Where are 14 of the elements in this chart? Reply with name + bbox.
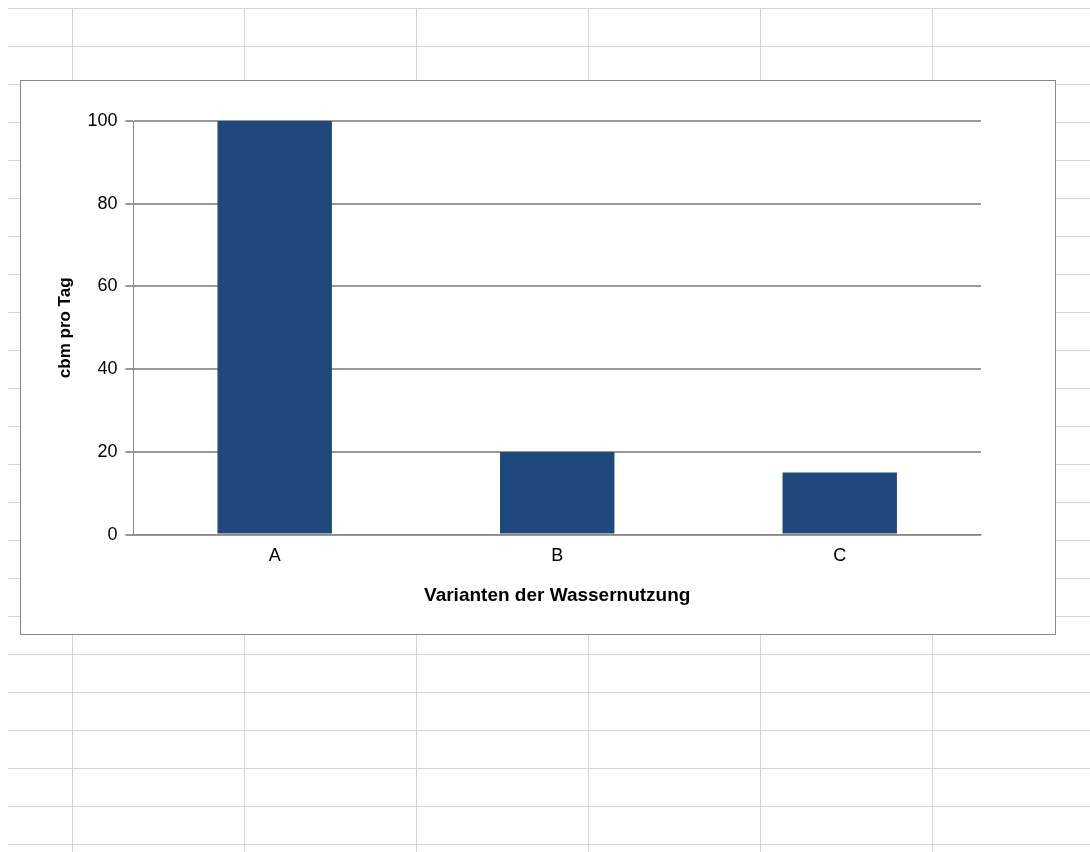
x-axis-title: Varianten der Wassernutzung [424, 583, 691, 605]
y-tick-label: 20 [97, 440, 118, 461]
x-tick-label: B [551, 545, 564, 566]
y-tick-label: 40 [97, 358, 118, 379]
y-tick-label: 0 [107, 523, 118, 544]
bar [217, 121, 332, 534]
bar [500, 451, 615, 534]
y-tick-label: 100 [87, 109, 118, 130]
x-tick-label: C [833, 545, 847, 566]
x-tick-label: A [268, 545, 281, 566]
y-tick-label: 60 [97, 275, 118, 296]
bar [782, 472, 897, 534]
y-tick-label: 80 [97, 192, 118, 213]
y-axis-title: cbm pro Tag [54, 277, 74, 379]
